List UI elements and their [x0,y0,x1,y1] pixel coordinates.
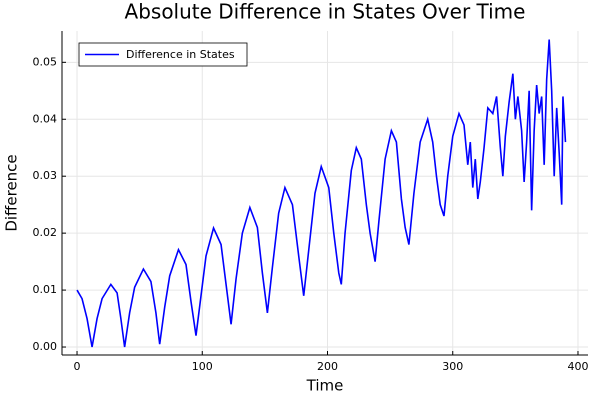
y-tick-label: 0.05 [33,55,58,68]
x-tick-label: 0 [74,360,81,373]
y-tick-label: 0.00 [33,340,58,353]
legend-label: Difference in States [126,48,235,61]
y-axis-label: Difference [3,154,21,231]
legend-box [78,42,248,67]
y-tick-label: 0.03 [33,169,58,182]
chart-title: Absolute Difference in States Over Time [125,0,526,24]
x-tick-label: 100 [192,360,213,373]
y-tick-label: 0.01 [33,283,58,296]
x-axis-label: Time [306,377,344,395]
y-tick-label: 0.02 [33,226,58,239]
y-tick-label: 0.04 [33,112,58,125]
x-tick-label: 200 [317,360,338,373]
x-tick-label: 400 [567,360,588,373]
data-line [76,39,567,348]
x-tick-label: 300 [442,360,463,373]
